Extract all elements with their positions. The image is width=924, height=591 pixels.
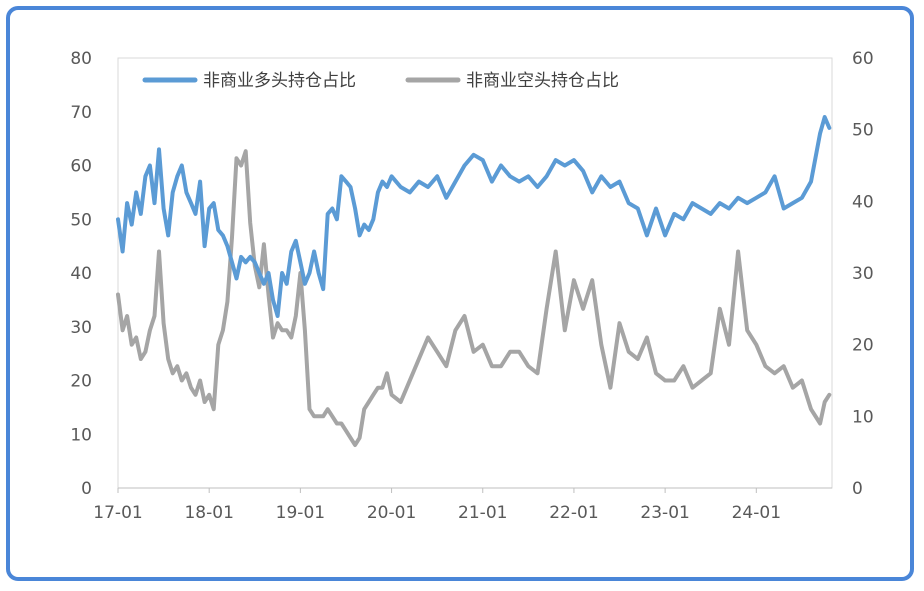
x-tick-label: 21-01 (458, 503, 507, 523)
x-tick-label: 20-01 (367, 503, 416, 523)
y-axis-right: 60 50 40 30 20 10 0 (852, 49, 874, 499)
y-left-tick-label: 50 (70, 210, 92, 230)
y-left-tick-label: 20 (70, 372, 92, 392)
y-right-tick-label: 50 (852, 121, 874, 141)
legend-label-short: 非商业空头持仓占比 (466, 71, 619, 91)
x-tick-label: 19-01 (276, 503, 325, 523)
legend: 非商业多头持仓占比 非商业空头持仓占比 (142, 71, 619, 91)
x-tick-label: 18-01 (184, 503, 233, 523)
y-right-tick-label: 30 (852, 264, 874, 284)
y-left-tick-label: 60 (70, 157, 92, 177)
y-left-tick-label: 80 (70, 49, 92, 69)
plot-area (117, 57, 833, 489)
y-right-tick-label: 0 (852, 479, 863, 499)
y-right-tick-label: 10 (852, 407, 874, 427)
y-right-tick-label: 20 (852, 336, 874, 356)
y-right-tick-label: 60 (852, 49, 874, 69)
series-line-long-position (116, 115, 832, 318)
y-left-tick-label: 10 (70, 425, 92, 445)
y-left-tick-label: 0 (81, 479, 92, 499)
y-left-tick-label: 40 (70, 264, 92, 284)
x-tick-label: 23-01 (640, 503, 689, 523)
y-left-tick-label: 70 (70, 103, 92, 123)
y-axis-left: 80 70 60 50 40 30 20 10 0 (70, 49, 92, 499)
y-right-tick-label: 40 (852, 192, 874, 212)
legend-label-long: 非商业多头持仓占比 (203, 71, 356, 91)
x-tick-label: 17-01 (93, 503, 142, 523)
x-axis: 17-01 18-01 19-01 20-01 21-01 22-01 23-01 24-01 (93, 488, 781, 523)
series-line-short-position (116, 149, 832, 447)
y-left-tick-label: 30 (70, 318, 92, 338)
x-tick-label: 22-01 (549, 503, 598, 523)
x-tick-label: 24-01 (732, 503, 781, 523)
series-layer (116, 115, 832, 447)
